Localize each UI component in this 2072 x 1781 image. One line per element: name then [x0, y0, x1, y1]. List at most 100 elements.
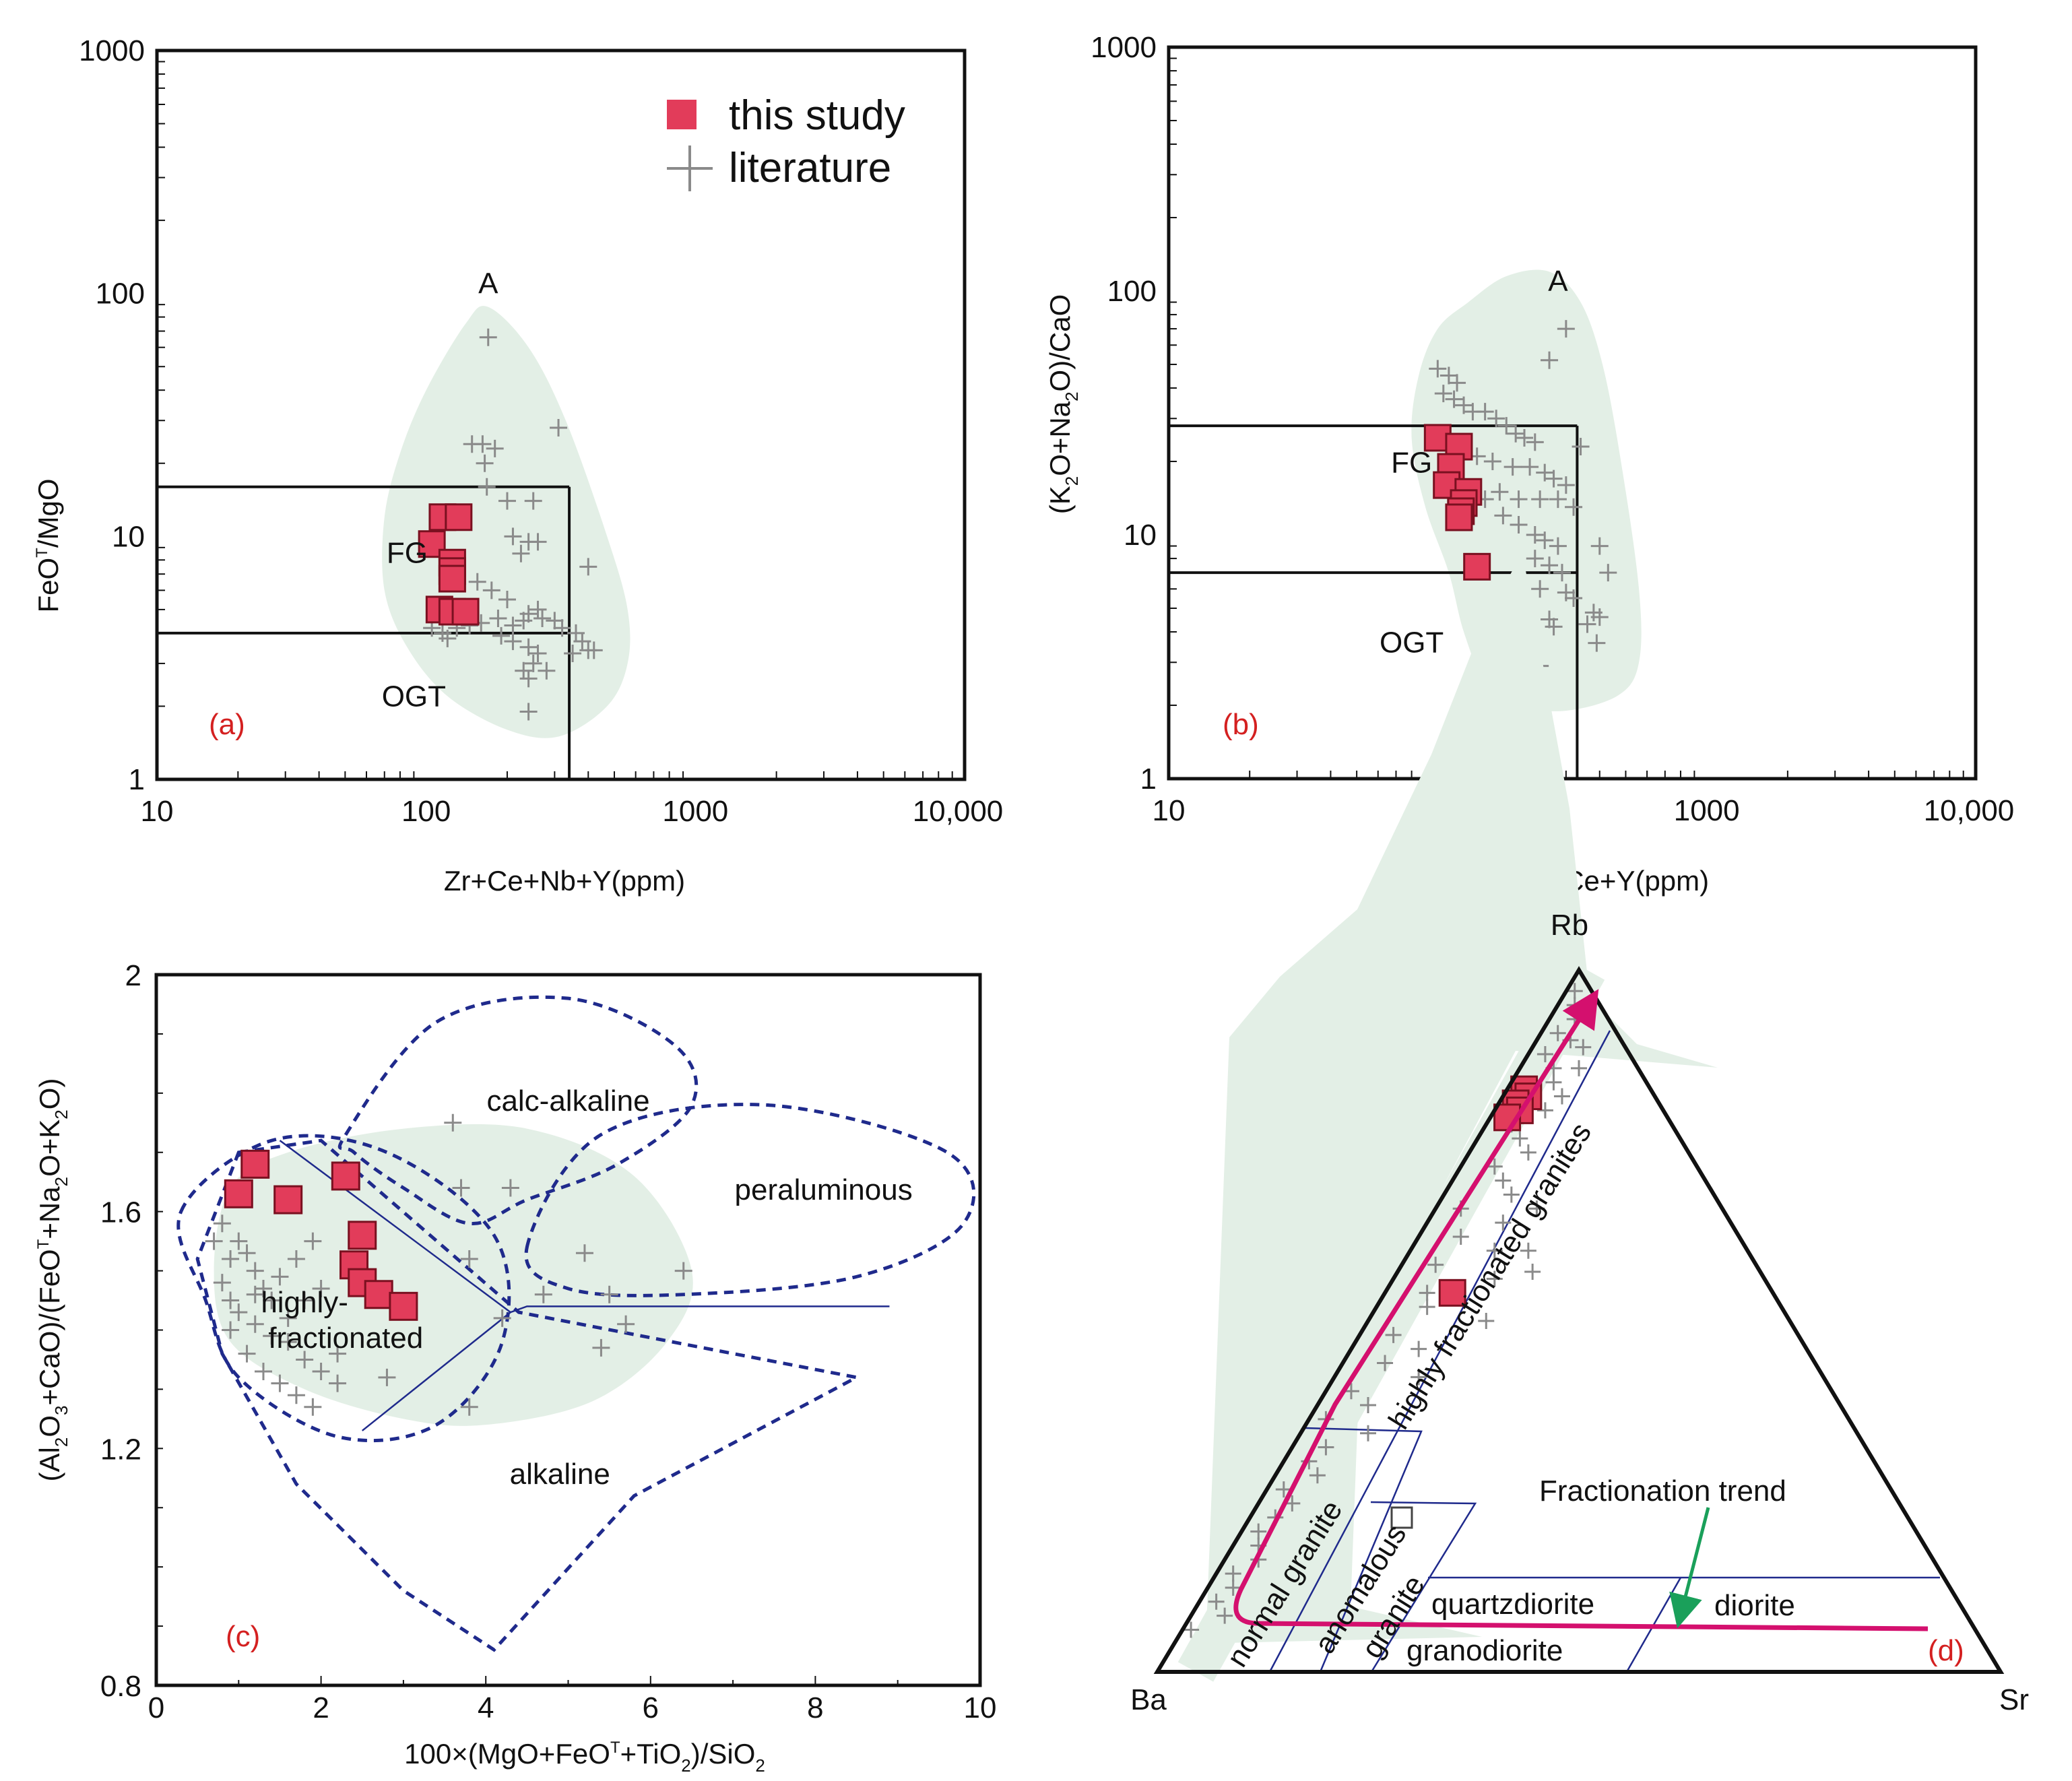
x-tick-label: 4 [478, 1691, 494, 1724]
literature-point [1495, 1215, 1512, 1231]
literature-point [468, 573, 486, 591]
literature-point [546, 612, 564, 630]
x-tick-label: 6 [643, 1691, 659, 1724]
y-axis-label: (Al2O3+CaO)/(FeOT+Na2O+K2O) [34, 1078, 71, 1482]
literature-point [1419, 1299, 1435, 1316]
this-study-point [348, 1221, 377, 1250]
label-fractionation-trend: Fractionation trend [1539, 1475, 1786, 1508]
region-label-ogt: OGT [382, 680, 446, 713]
panel-label: (b) [1223, 708, 1259, 741]
x-tick-label: 10 [964, 1691, 997, 1724]
literature-point [287, 1250, 305, 1268]
literature-point [329, 1345, 347, 1363]
x-tick-label: 0 [148, 1691, 164, 1724]
literature-point [304, 1232, 322, 1250]
literature-point [482, 581, 500, 600]
literature-point [1520, 1144, 1536, 1161]
literature-point [529, 600, 547, 618]
y-tick-label: 10 [112, 520, 145, 553]
vertex-sr: Sr [1999, 1683, 2029, 1716]
literature-point [205, 1232, 223, 1250]
region-label-a: A [1548, 265, 1568, 298]
literature-point [1503, 1186, 1520, 1203]
literature-point [1503, 458, 1522, 476]
literature-point [519, 670, 538, 688]
legend: this study literature [667, 92, 905, 191]
panel-c: 0 2 4 6 8 10 0.8 1.2 1.6 2 calc-alkaline peralumin… [34, 959, 996, 1776]
x-tick-label: 10,000 [913, 795, 1004, 828]
literature-point [529, 533, 547, 551]
literature-point [474, 435, 492, 453]
literature-point [1578, 615, 1596, 633]
literature-point [489, 609, 507, 627]
x-tick-label: 100 [401, 795, 451, 828]
literature-point [1434, 385, 1452, 403]
y-tick-label: 10 [1124, 519, 1157, 552]
this-study-point [331, 1161, 360, 1191]
literature-point [504, 616, 522, 635]
literature-point [498, 492, 516, 510]
literature-point [1545, 1074, 1562, 1091]
label-quartzdiorite: quartzdiorite [1431, 1588, 1594, 1621]
discrimination-line [510, 1305, 890, 1314]
y-tick-label: 1 [129, 763, 145, 796]
this-study-point [364, 1280, 393, 1309]
literature-point [1507, 424, 1525, 443]
literature-point [304, 1398, 322, 1416]
panel-label: (d) [1928, 1634, 1964, 1667]
literature-point [1452, 1228, 1469, 1245]
literature-point [550, 419, 568, 437]
vertex-ba: Ba [1130, 1683, 1167, 1716]
x-tick-label: 1000 [662, 795, 728, 828]
literature-point [579, 558, 597, 576]
literature-point [1588, 634, 1606, 652]
x-tick-label: 2 [313, 1691, 329, 1724]
literature-point [674, 1262, 692, 1280]
a-type-field [1411, 269, 1642, 711]
y-tick-label: 2 [125, 959, 141, 992]
granite-field [214, 1124, 693, 1426]
literature-point [238, 1345, 256, 1363]
a-type-field [382, 306, 630, 738]
plot-frame [154, 973, 982, 1687]
this-study-point [1463, 552, 1491, 581]
literature-point [1360, 1397, 1376, 1414]
literature-point [213, 1274, 231, 1292]
literature-point [312, 1279, 330, 1297]
literature-point [222, 1321, 240, 1339]
literature-point [1429, 360, 1447, 378]
legend-this-study-marker [667, 100, 697, 129]
literature-point [553, 619, 571, 637]
region-label-a: A [478, 267, 498, 300]
literature-point [1590, 537, 1609, 555]
literature-point [222, 1250, 240, 1268]
literature-point [246, 1315, 264, 1333]
literature-point [1455, 396, 1473, 414]
literature-point [1549, 490, 1567, 509]
literature-point [1497, 417, 1516, 435]
label-diorite: diorite [1714, 1589, 1795, 1622]
literature-point [460, 1250, 478, 1268]
discrimination-line [279, 1140, 512, 1431]
literature-point [1536, 531, 1554, 550]
literature-point [263, 1327, 281, 1345]
literature-point [519, 605, 538, 623]
region-label-fg: FG [1391, 447, 1432, 480]
literature-point [1590, 608, 1609, 626]
literature-point [1486, 1242, 1503, 1259]
literature-point [1486, 1270, 1503, 1287]
literature-point [1439, 366, 1458, 385]
granite-field [1199, 552, 1718, 1644]
literature-point [1483, 453, 1501, 471]
literature-point [1427, 1256, 1444, 1273]
literature-point [1510, 516, 1528, 534]
literature-point [1360, 1425, 1376, 1442]
literature-point [1411, 1340, 1427, 1357]
literature-point [504, 633, 522, 651]
literature-point [1385, 1326, 1402, 1343]
literature-point [538, 661, 556, 680]
literature-point [592, 1338, 610, 1357]
